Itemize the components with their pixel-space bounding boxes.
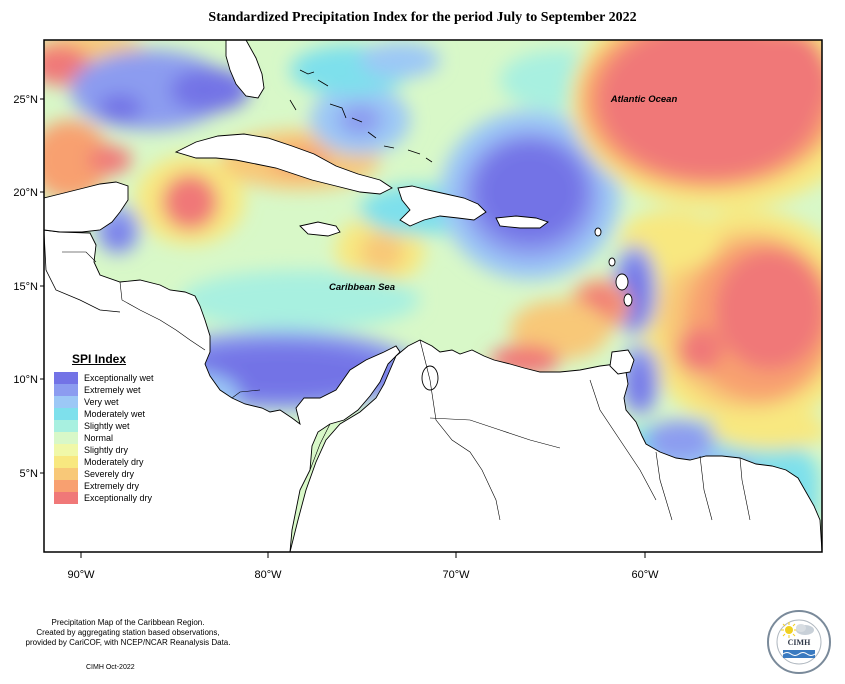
- legend-swatch: [54, 492, 78, 504]
- country-borders: [62, 251, 751, 521]
- land-masses: [44, 40, 822, 552]
- legend-item: Extremely wet: [54, 384, 194, 396]
- legend-label: Slightly dry: [84, 445, 129, 455]
- legend-label: Exceptionally wet: [84, 373, 154, 383]
- legend-swatch: [54, 468, 78, 480]
- map-credits: Precipitation Map of the Caribbean Regio…: [8, 618, 248, 648]
- sun-icon: [781, 622, 797, 638]
- legend-label: Exceptionally dry: [84, 493, 153, 503]
- lat-tick-20: 20°N: [13, 187, 38, 199]
- legend-swatch: [54, 456, 78, 468]
- bahamas-islands: [289, 69, 433, 163]
- lon-tick-80: 80°W: [254, 569, 282, 581]
- legend-label: Moderately dry: [84, 457, 144, 467]
- lat-tick-10: 10°N: [13, 374, 38, 386]
- legend-label: Very wet: [84, 397, 119, 407]
- map-title: Standardized Precipitation Index for the…: [208, 10, 637, 25]
- caribbean-sea-label: Caribbean Sea: [329, 282, 395, 293]
- legend-swatch: [54, 396, 78, 408]
- legend-item: Moderately dry: [54, 456, 194, 468]
- spi-field: [44, 40, 822, 552]
- legend-item: Extremely dry: [54, 480, 194, 492]
- legend-label: Severely dry: [84, 469, 135, 479]
- legend-swatch: [54, 420, 78, 432]
- credit-date: CIMH Oct-2022: [86, 664, 135, 671]
- legend-label: Slightly wet: [84, 421, 130, 431]
- legend-label: Moderately wet: [84, 409, 146, 419]
- legend-item: Exceptionally wet: [54, 372, 194, 384]
- cloud-icon: [796, 624, 814, 635]
- legend-item: Slightly dry: [54, 444, 194, 456]
- latitude-axis: 25°N 20°N 15°N 10°N 5°N: [13, 94, 44, 480]
- logo-text: CIMH: [788, 638, 811, 647]
- legend-item: Slightly wet: [54, 420, 194, 432]
- lon-tick-90: 90°W: [67, 569, 95, 581]
- legend-swatch: [54, 384, 78, 396]
- legend-swatch: [54, 444, 78, 456]
- legend-swatch: [54, 372, 78, 384]
- lat-tick-25: 25°N: [13, 94, 38, 106]
- legend-item: Moderately wet: [54, 408, 194, 420]
- lat-tick-15: 15°N: [13, 281, 38, 293]
- legend-item: Severely dry: [54, 468, 194, 480]
- spi-legend: SPI Index Exceptionally wet Extremely wet…: [54, 352, 194, 504]
- credit-line-2: Created by aggregating station based obs…: [36, 628, 220, 637]
- legend-label: Extremely dry: [84, 481, 140, 491]
- longitude-axis: 90°W 80°W 70°W 60°W: [67, 552, 659, 581]
- lat-tick-5: 5°N: [20, 468, 39, 480]
- lon-tick-70: 70°W: [442, 569, 470, 581]
- waves-icon: [782, 650, 816, 658]
- legend-item: Exceptionally dry: [54, 492, 194, 504]
- legend-label: Extremely wet: [84, 385, 141, 395]
- cimh-logo: CIMH: [767, 610, 831, 674]
- lon-tick-60: 60°W: [631, 569, 659, 581]
- legend-swatch: [54, 432, 78, 444]
- atlantic-ocean-label: Atlantic Ocean: [610, 94, 678, 105]
- legend-swatch: [54, 408, 78, 420]
- credit-line-1: Precipitation Map of the Caribbean Regio…: [51, 618, 205, 627]
- legend-item: Very wet: [54, 396, 194, 408]
- legend-title: SPI Index: [72, 352, 127, 366]
- legend-item: Normal: [54, 432, 194, 444]
- legend-label: Normal: [84, 433, 114, 443]
- credit-line-3: provided by CariCOF, with NCEP/NCAR Rean…: [25, 638, 231, 647]
- legend-swatch: [54, 480, 78, 492]
- map-frame: [43, 39, 823, 553]
